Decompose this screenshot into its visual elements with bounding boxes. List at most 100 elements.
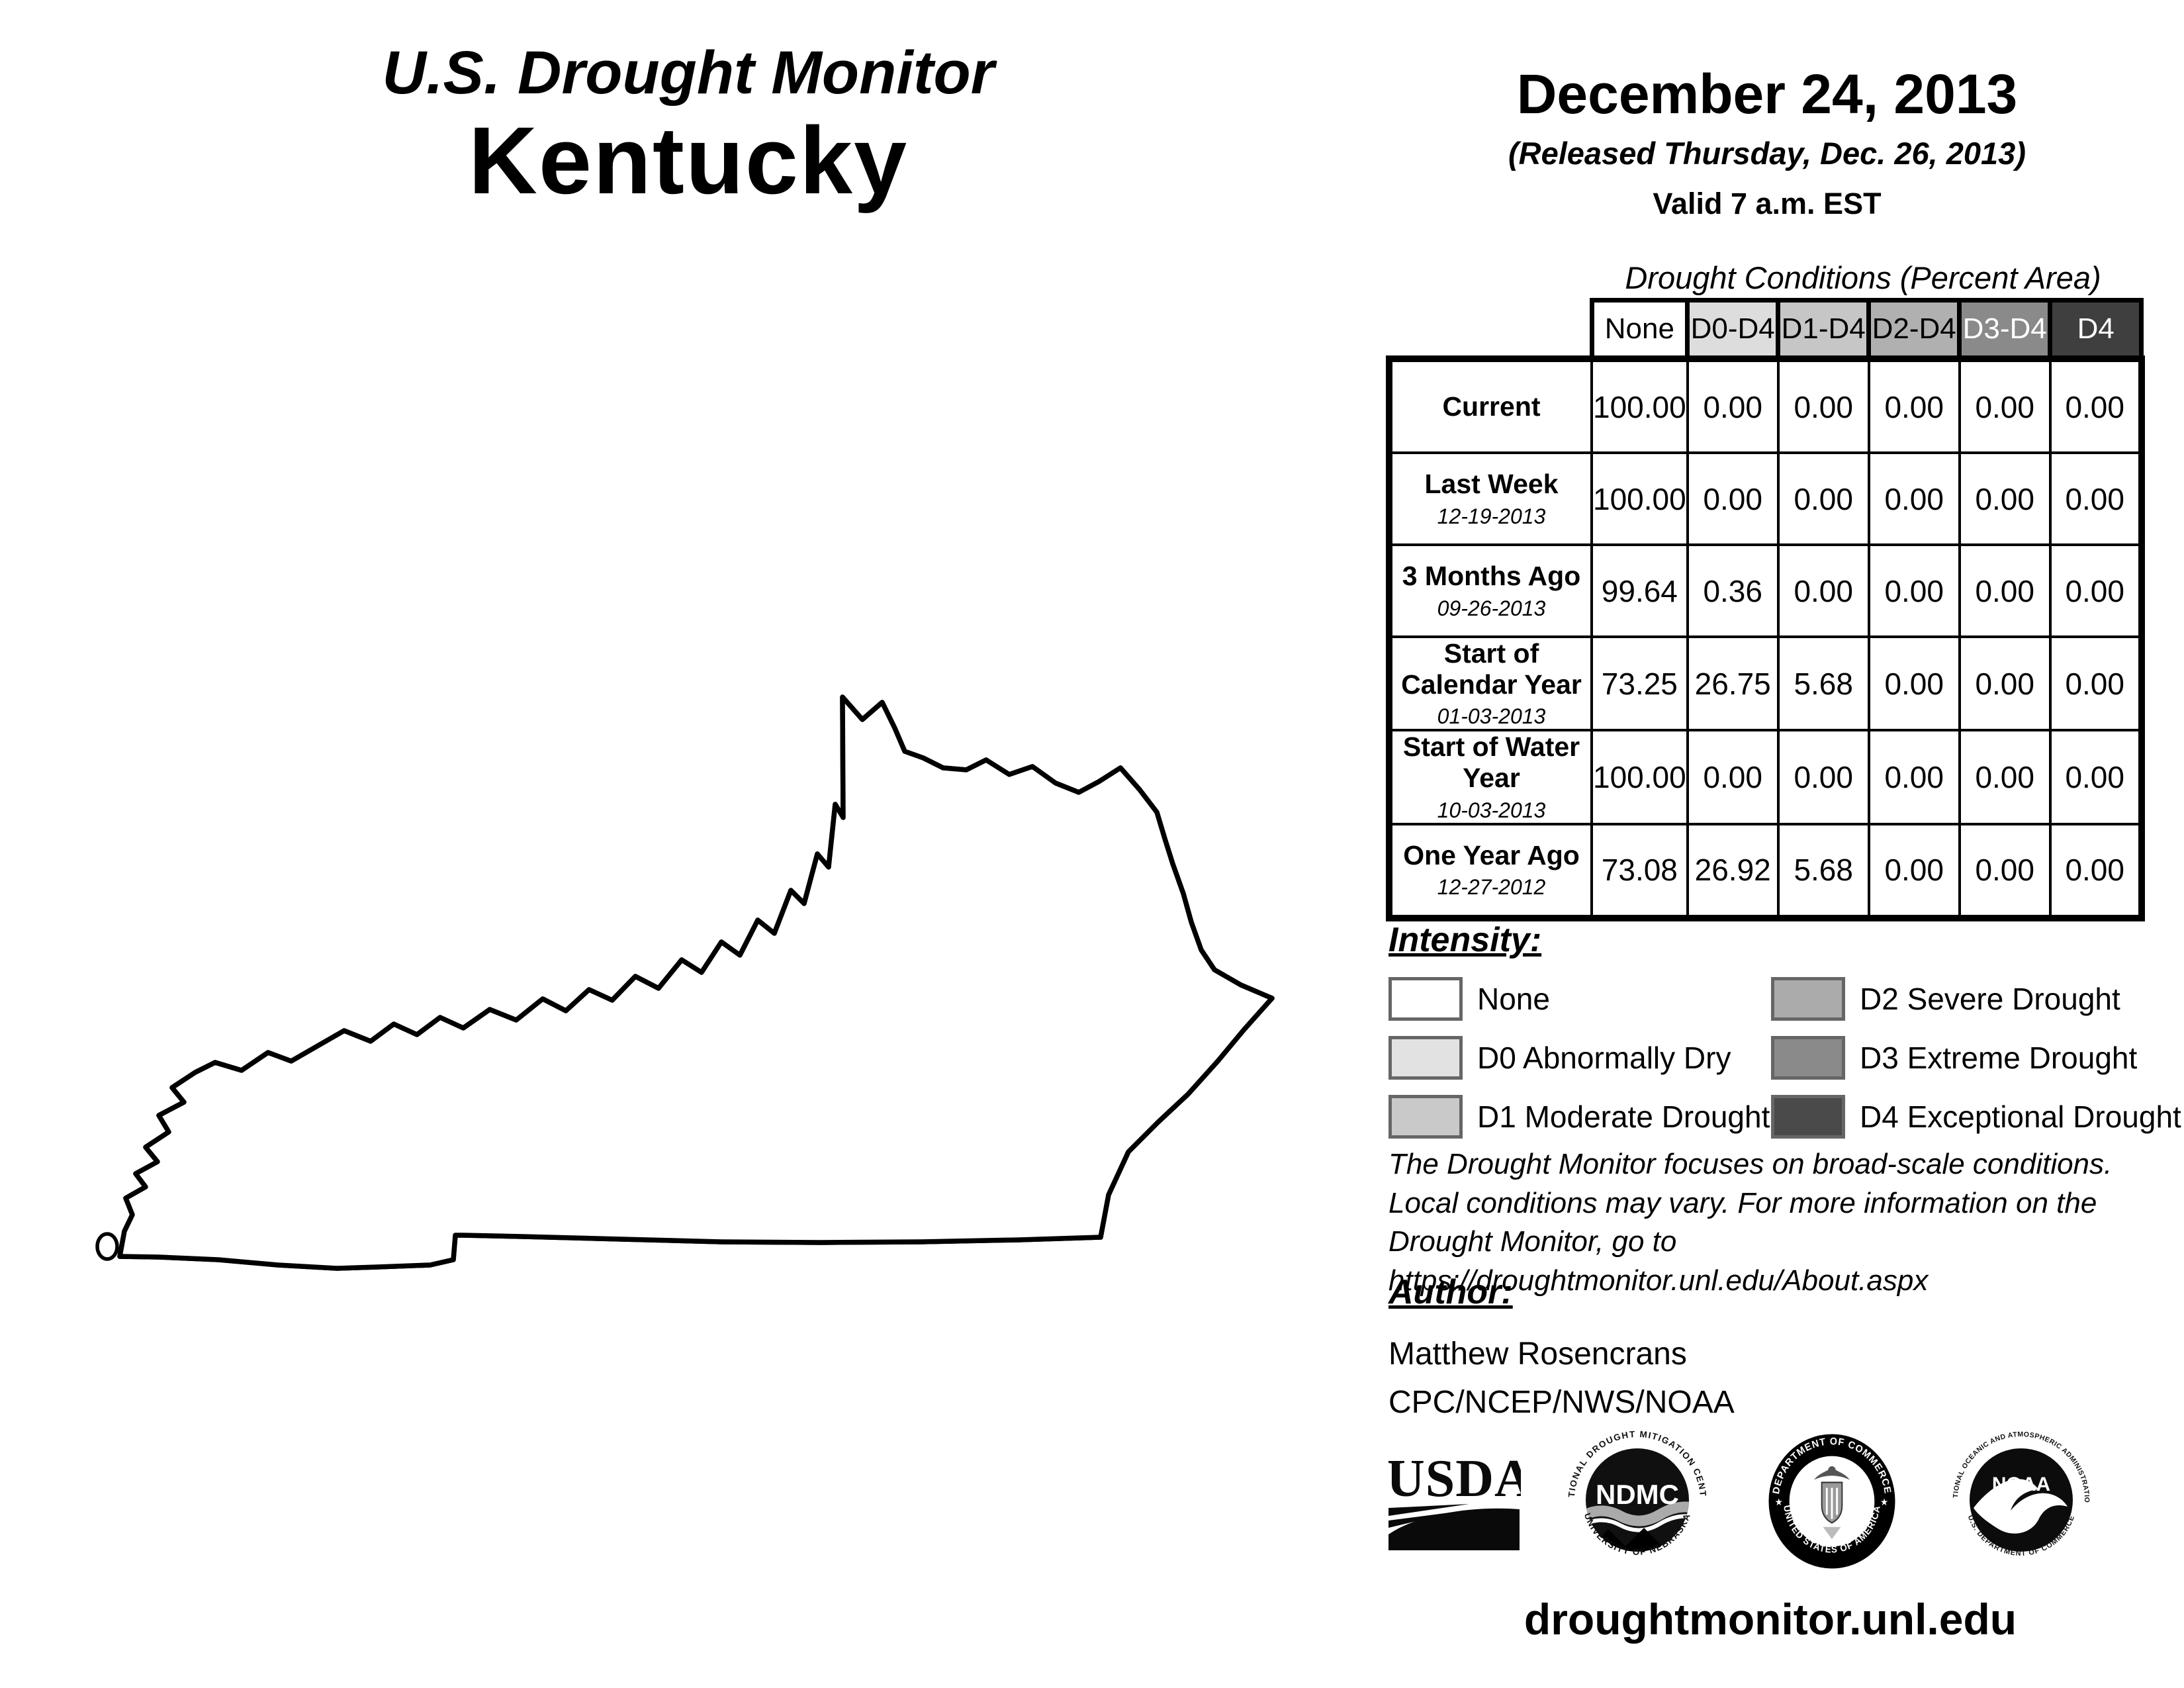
legend-swatch — [1388, 1095, 1463, 1139]
column-header: D2-D4 — [1866, 298, 1962, 361]
value-cell: 0.00 — [1867, 729, 1961, 825]
kentucky-bend-island — [95, 1232, 119, 1261]
legend-item: D2 Severe Drought — [1771, 977, 2120, 1021]
table-row: One Year Ago 12-27-2012 73.08 26.92 5.68 0.00… — [1386, 822, 2145, 921]
value-cell: 0.00 — [1958, 355, 2052, 454]
commerce-star-right: ★ — [1880, 1497, 1888, 1507]
table-row: Last Week 12-19-2013 100.00 0.00 0.00 0.00 0.0… — [1386, 451, 2145, 546]
table-row: Start of Calendar Year 01-03-2013 73.25 26.… — [1386, 635, 2145, 732]
value-cell: 100.00 — [1590, 729, 1689, 825]
legend-label: D0 Abnormally Dry — [1477, 1041, 1731, 1075]
commerce-star-left: ★ — [1775, 1497, 1783, 1507]
value-cell: 0.00 — [2048, 451, 2145, 546]
legend-swatch — [1388, 1036, 1463, 1080]
value-cell: 100.00 — [1590, 355, 1689, 454]
disclaimer-line: Local conditions may vary. For more info… — [1388, 1186, 2097, 1219]
intensity-legend: Intensity: None D0 Abnormally Dry D1 Moder… — [1388, 920, 2181, 1157]
disclaimer-text: The Drought Monitor focuses on broad-sca… — [1388, 1145, 2169, 1300]
usda-wordmark: USDA — [1388, 1456, 1521, 1508]
kentucky-county-map — [95, 694, 1275, 1271]
valid-time: Valid 7 a.m. EST — [1653, 187, 1882, 220]
row-label: 3 Months Ago 09-26-2013 — [1386, 543, 1593, 638]
legend-grid: None D0 Abnormally Dry D1 Moderate Drought… — [1388, 977, 2181, 1157]
ndmc-acronym: NDMC — [1596, 1479, 1679, 1510]
column-header: D0-D4 — [1685, 298, 1781, 361]
usda-logo: USDA — [1388, 1456, 1521, 1550]
value-cell: 0.00 — [1686, 355, 1780, 454]
author-org: CPC/NCEP/NWS/NOAA — [1388, 1385, 1735, 1420]
value-cell: 0.00 — [1686, 729, 1780, 825]
legend-item: D1 Moderate Drought — [1388, 1095, 1770, 1139]
value-cell: 73.08 — [1590, 822, 1689, 921]
column-header: None — [1589, 298, 1690, 361]
author-block: Author: Matthew Rosencrans CPC/NCEP/NWS/… — [1388, 1272, 2156, 1421]
released-date: (Released Thursday, Dec. 26, 2013) — [1508, 136, 2026, 171]
value-cell: 5.68 — [1776, 635, 1870, 732]
title-block: U.S. Drought Monitor Kentucky — [278, 41, 1099, 209]
row-label: One Year Ago 12-27-2012 — [1386, 822, 1593, 921]
value-cell: 0.00 — [1867, 822, 1961, 921]
column-header: D3-D4 — [1957, 298, 2053, 361]
ndmc-logo: NDMC NATIONAL DROUGHT MITIGATION CENTER … — [1567, 1430, 1707, 1557]
value-cell: 0.00 — [1958, 543, 2052, 638]
value-cell: 5.68 — [1776, 822, 1870, 921]
value-cell: 0.00 — [1958, 451, 2052, 546]
value-cell: 26.92 — [1686, 822, 1780, 921]
table-caption: Drought Conditions (Percent Area) — [1625, 260, 2101, 295]
value-cell: 0.00 — [1867, 543, 1961, 638]
legend-label: None — [1477, 982, 1550, 1016]
table-row: 3 Months Ago 09-26-2013 99.64 0.36 0.00 0.00 0… — [1386, 543, 2145, 638]
drought-table-body: Current 100.00 0.00 0.00 0.00 0.00 0.00 Last We… — [1386, 355, 2145, 921]
commerce-seal: DEPARTMENT OF COMMERCE UNITED STATES OF … — [1768, 1434, 1895, 1569]
value-cell: 0.00 — [1867, 635, 1961, 732]
legend-label: D3 Extreme Drought — [1860, 1041, 2138, 1075]
value-cell: 0.00 — [2048, 355, 2145, 454]
value-cell: 0.00 — [1776, 543, 1870, 638]
legend-swatch — [1771, 1036, 1845, 1080]
legend-label: D1 Moderate Drought — [1477, 1100, 1770, 1134]
legend-swatch — [1771, 1095, 1845, 1139]
legend-label: D2 Severe Drought — [1860, 982, 2120, 1016]
value-cell: 73.25 — [1590, 635, 1689, 732]
disclaimer-line: Drought Monitor, go to https://droughtmo… — [1388, 1225, 1929, 1297]
value-cell: 99.64 — [1590, 543, 1689, 638]
noaa-acronym: NOAA — [1992, 1474, 2050, 1495]
legend-label: D4 Exceptional Drought — [1860, 1100, 2181, 1134]
row-label: Last Week 12-19-2013 — [1386, 451, 1593, 546]
legend-item: D4 Exceptional Drought — [1771, 1095, 2181, 1139]
legend-swatch — [1771, 977, 1845, 1021]
table-corner-cell — [1389, 300, 1592, 359]
value-cell: 0.00 — [1686, 451, 1780, 546]
value-cell: 0.00 — [2048, 729, 2145, 825]
author-heading: Author: — [1388, 1273, 1513, 1311]
legend-item: D3 Extreme Drought — [1771, 1036, 2138, 1080]
value-cell: 0.00 — [2048, 822, 2145, 921]
column-header: D1-D4 — [1776, 298, 1872, 361]
value-cell: 0.00 — [1867, 451, 1961, 546]
map-date: December 24, 2013 — [1516, 63, 2018, 125]
noaa-logo: NOAA NATIONAL OCEANIC AND ATMOSPHERIC AD… — [1951, 1430, 2091, 1558]
value-cell: 0.00 — [1867, 355, 1961, 454]
logo-row: USDA NDMC NATIONAL DROUGHT MITIGATION CE… — [1383, 1430, 2158, 1572]
value-cell: 0.36 — [1686, 543, 1780, 638]
value-cell: 26.75 — [1686, 635, 1780, 732]
table-header-row: None D0-D4 D1-D4 D2-D4 D3-D4 D4 — [1389, 298, 2144, 361]
legend-item: None — [1388, 977, 1550, 1021]
table-row: Start of Water Year 10-03-2013 100.00 0.00 0… — [1386, 729, 2145, 825]
column-header: D4 — [2048, 298, 2144, 361]
legend-heading: Intensity: — [1388, 921, 1542, 959]
author-name: Matthew Rosencrans — [1388, 1336, 1687, 1372]
row-label: Start of Water Year 10-03-2013 — [1386, 729, 1593, 825]
value-cell: 0.00 — [2048, 635, 2145, 732]
disclaimer-line: The Drought Monitor focuses on broad-sca… — [1388, 1148, 2113, 1180]
table-row: Current 100.00 0.00 0.00 0.00 0.00 0.00 — [1386, 355, 2145, 454]
value-cell: 0.00 — [1958, 822, 2052, 921]
value-cell: 0.00 — [1776, 451, 1870, 546]
row-label: Current — [1386, 355, 1593, 454]
drought-conditions-table: None D0-D4 D1-D4 D2-D4 D3-D4 D4 Current 100.00… — [1386, 298, 2145, 921]
legend-item: D0 Abnormally Dry — [1388, 1036, 1731, 1080]
value-cell: 0.00 — [1958, 635, 2052, 732]
value-cell: 0.00 — [1958, 729, 2052, 825]
legend-swatch — [1388, 977, 1463, 1021]
